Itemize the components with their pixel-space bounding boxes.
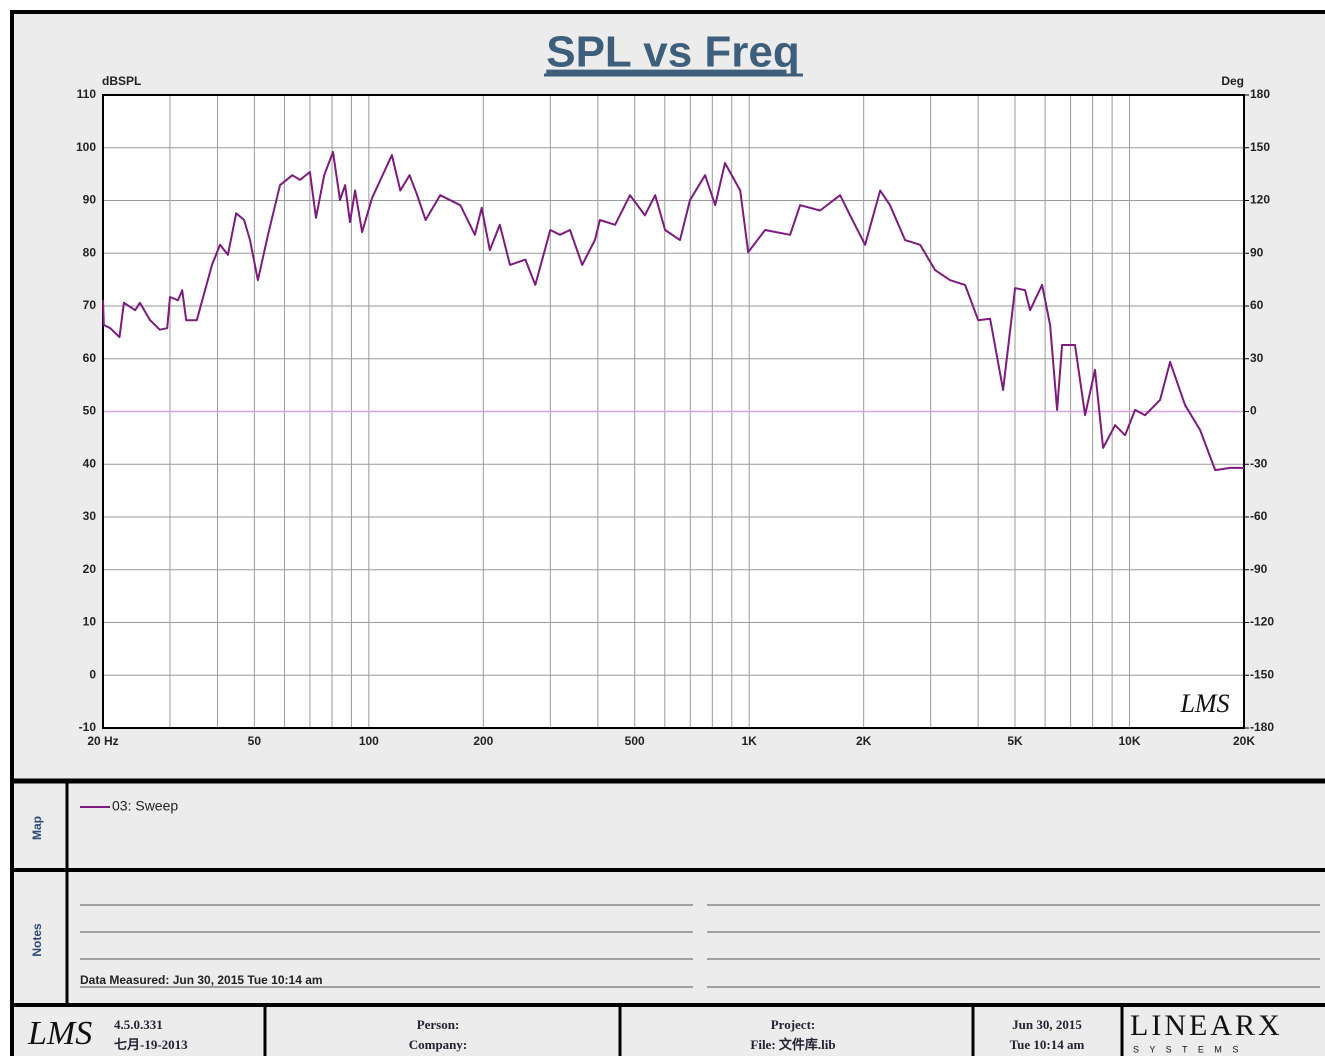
- y-tick-label: 40: [83, 456, 97, 470]
- y2-tick-label: -60: [1250, 509, 1268, 523]
- chart-title: SPL vs Freq: [546, 28, 800, 77]
- y-tick-label: 90: [83, 193, 97, 207]
- y-tick-label: 0: [89, 667, 96, 681]
- y2-tick-label: -30: [1250, 456, 1268, 470]
- y-tick-label: 10: [83, 615, 97, 629]
- y-tick-label: 100: [76, 140, 96, 154]
- y2-tick-label: 60: [1250, 298, 1264, 312]
- legend-label: 03: Sweep: [112, 798, 178, 814]
- y2-tick-label: 30: [1250, 351, 1264, 365]
- note-lines: [80, 904, 1320, 988]
- x-tick-label: 20K: [1233, 734, 1255, 748]
- y2-tick-label: 0: [1250, 404, 1257, 418]
- footer-time: Tue 10:14 am: [1010, 1037, 1085, 1052]
- y-axis-label: dBSPL: [102, 74, 141, 88]
- y2-tick-label: -90: [1250, 562, 1268, 576]
- footer-date: Jun 30, 2015: [1012, 1017, 1082, 1032]
- y2-tick-label: 90: [1250, 245, 1264, 259]
- brand-sub: S Y S T E M S: [1133, 1044, 1242, 1054]
- y-tick-label: 70: [83, 298, 97, 312]
- person: Person:: [417, 1017, 460, 1032]
- y2-tick-label: 180: [1250, 87, 1270, 101]
- file: File: 文件库.lib: [750, 1037, 835, 1052]
- y2-tick-label: -150: [1250, 667, 1274, 681]
- watermark: LMS: [1179, 689, 1229, 718]
- x-tick-label: 2K: [856, 734, 872, 748]
- project: Project:: [771, 1017, 816, 1032]
- x-tick-label: 500: [625, 734, 645, 748]
- grid: [102, 94, 1245, 729]
- y2-axis-label: Deg: [1221, 74, 1244, 88]
- series-line: [102, 151, 1244, 472]
- notes-label: Notes: [30, 923, 44, 957]
- y-tick-label: 50: [83, 404, 97, 418]
- version: 4.5.0.331: [114, 1017, 163, 1032]
- company: Company:: [409, 1037, 468, 1052]
- y-tick-label: 80: [83, 245, 97, 259]
- x-tick-label: 5K: [1007, 734, 1023, 748]
- y-tick-label: 110: [77, 87, 97, 101]
- x-tick-label: 100: [359, 734, 379, 748]
- build-date: 七月-19-2013: [114, 1037, 188, 1052]
- footer-logo: LMS: [27, 1015, 92, 1052]
- y-tick-label: 60: [83, 351, 97, 365]
- plot-border: [102, 94, 1245, 729]
- y2-tick-label: 150: [1250, 140, 1270, 154]
- footer-dividers: [263, 1005, 1124, 1056]
- y-tick-label: 20: [83, 562, 97, 576]
- x-tick-label: 200: [473, 734, 493, 748]
- x-tick-label: 20 Hz: [87, 734, 118, 748]
- x-tick-label: 50: [248, 734, 262, 748]
- y-tick-label: 30: [83, 509, 97, 523]
- notes-text: Data Measured: Jun 30, 2015 Tue 10:14 am: [80, 973, 323, 987]
- y2-tick-label: -180: [1250, 720, 1274, 734]
- y2-tick-label: 120: [1250, 193, 1270, 207]
- y-tick-label: -10: [79, 720, 97, 734]
- map-label: Map: [30, 816, 44, 840]
- brand: LINEARX: [1130, 1009, 1283, 1042]
- y2-tick-label: -120: [1250, 615, 1274, 629]
- x-tick-label: 10K: [1119, 734, 1141, 748]
- x-tick-label: 1K: [742, 734, 758, 748]
